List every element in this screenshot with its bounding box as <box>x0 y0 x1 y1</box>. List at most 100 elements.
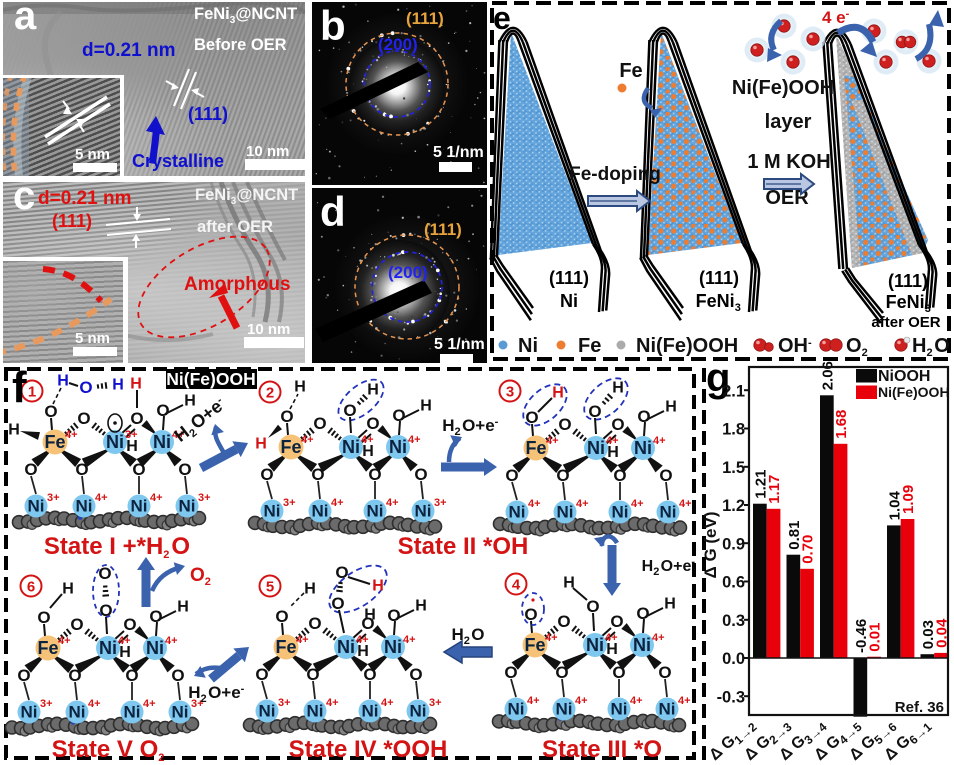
svg-text:4+: 4+ <box>575 695 588 707</box>
svg-text:H: H <box>294 379 306 396</box>
svg-text:4+: 4+ <box>386 497 399 509</box>
svg-text:4+: 4+ <box>408 434 421 446</box>
svg-text:O: O <box>98 564 111 583</box>
svg-text:0.6: 0.6 <box>722 574 745 592</box>
svg-text:1.2: 1.2 <box>722 497 745 515</box>
svg-text:Ni: Ni <box>342 437 360 457</box>
svg-text:(200): (200) <box>378 35 418 54</box>
svg-text:3+: 3+ <box>125 429 138 441</box>
svg-text:4+: 4+ <box>606 435 619 447</box>
svg-text:O: O <box>361 614 374 633</box>
svg-text:H: H <box>184 393 196 410</box>
svg-text:H: H <box>177 599 189 616</box>
svg-text:Fe: Fe <box>44 432 65 452</box>
svg-text:4+: 4+ <box>528 498 541 510</box>
svg-text:Ni: Ni <box>389 437 407 457</box>
svg-text:0.81: 0.81 <box>786 520 803 549</box>
svg-text:H: H <box>362 443 374 460</box>
svg-text:H: H <box>255 436 267 453</box>
svg-text:Fe: Fe <box>275 637 296 657</box>
svg-text:after OER: after OER <box>871 314 940 331</box>
svg-text:1.17: 1.17 <box>766 475 783 504</box>
svg-text:O: O <box>335 563 348 582</box>
svg-text:H2 O+e-: H2 O+e- <box>170 393 232 448</box>
svg-text:Ni: Ni <box>106 432 124 452</box>
svg-text:H: H <box>119 644 131 661</box>
svg-text:H: H <box>415 598 427 615</box>
svg-text:O: O <box>132 460 145 479</box>
svg-text:Ni(Fe)OOH: Ni(Fe)OOH <box>732 77 834 99</box>
svg-text:1.8: 1.8 <box>722 421 745 439</box>
svg-text:O: O <box>637 407 650 426</box>
svg-text:O: O <box>306 665 319 684</box>
svg-text:Ni: Ni <box>410 702 427 721</box>
svg-text:H: H <box>62 581 74 598</box>
svg-text:4+: 4+ <box>678 695 691 707</box>
svg-text:H2 O+e-: H2 O+e- <box>188 683 246 705</box>
svg-text:Ni(Fe)OOH: Ni(Fe)OOH <box>166 369 255 389</box>
svg-text:O: O <box>24 460 37 479</box>
svg-text:4+: 4+ <box>403 634 416 646</box>
svg-text:Ni: Ni <box>99 638 117 658</box>
svg-text:1.21: 1.21 <box>752 469 769 498</box>
svg-text:f: f <box>12 363 27 412</box>
svg-text:4+: 4+ <box>527 695 540 707</box>
svg-text:Ni: Ni <box>415 502 432 521</box>
svg-text:O: O <box>409 665 422 684</box>
svg-text:(111): (111) <box>424 220 462 239</box>
svg-text:H: H <box>612 380 624 397</box>
svg-text:O: O <box>156 401 169 420</box>
svg-text:g: g <box>706 360 730 400</box>
svg-text:Ni(Fe)OOH: Ni(Fe)OOH <box>878 384 950 400</box>
svg-text:3+: 3+ <box>40 698 53 710</box>
svg-text:0.03: 0.03 <box>920 620 937 649</box>
svg-text:Ni: Ni <box>69 703 86 722</box>
svg-text:Ni: Ni <box>611 700 628 719</box>
svg-text:layer: layer <box>765 111 812 133</box>
svg-text:4+: 4+ <box>356 634 369 646</box>
svg-text:O: O <box>343 401 356 420</box>
svg-text:Ni: Ni <box>153 432 171 452</box>
svg-text:Ni: Ni <box>633 635 651 655</box>
svg-text:Ni: Ni <box>264 502 281 521</box>
svg-text:O: O <box>610 612 623 631</box>
svg-text:O: O <box>44 402 57 421</box>
svg-text:4+: 4+ <box>301 434 314 446</box>
svg-text:O: O <box>613 466 626 485</box>
svg-text:O: O <box>308 614 321 633</box>
svg-text:Fe: Fe <box>37 638 58 658</box>
svg-text:O: O <box>123 615 136 634</box>
svg-text:0.70: 0.70 <box>800 535 817 564</box>
svg-text:H2 O: H2 O <box>451 625 484 647</box>
svg-text:0.01: 0.01 <box>867 622 884 651</box>
svg-text:O: O <box>125 666 138 685</box>
svg-text:3+: 3+ <box>283 497 296 509</box>
svg-text:Ni: Ni <box>634 438 652 458</box>
svg-text:4+: 4+ <box>679 498 692 510</box>
svg-text:Fe: Fe <box>578 335 601 357</box>
svg-text:H: H <box>420 398 432 415</box>
svg-text:O: O <box>130 409 143 428</box>
svg-text:5 nm: 5 nm <box>75 330 110 347</box>
svg-text:O2: O2 <box>190 565 213 588</box>
svg-text:Ni: Ni <box>556 700 573 719</box>
svg-text:H: H <box>607 444 619 461</box>
svg-text:Ni: Ni <box>28 497 45 516</box>
svg-text:4+: 4+ <box>652 632 665 644</box>
svg-text:0.3: 0.3 <box>722 612 745 630</box>
svg-text:4+: 4+ <box>331 497 344 509</box>
svg-text:O: O <box>658 663 671 682</box>
svg-text:4+: 4+ <box>58 635 71 647</box>
svg-text:O: O <box>368 465 381 484</box>
svg-text:O: O <box>524 605 537 624</box>
svg-text:4+: 4+ <box>95 492 108 504</box>
svg-text:Ni: Ni <box>660 503 677 522</box>
svg-text:H: H <box>126 438 138 455</box>
svg-text:H: H <box>665 399 677 416</box>
svg-text:4+: 4+ <box>576 498 589 510</box>
svg-text:0.0: 0.0 <box>722 650 745 668</box>
svg-text:OH-: OH- <box>778 335 813 357</box>
svg-text:O: O <box>611 415 624 434</box>
svg-text:State I +*H2 O: State I +*H2 O <box>44 533 190 561</box>
svg-text:H: H <box>552 385 564 402</box>
